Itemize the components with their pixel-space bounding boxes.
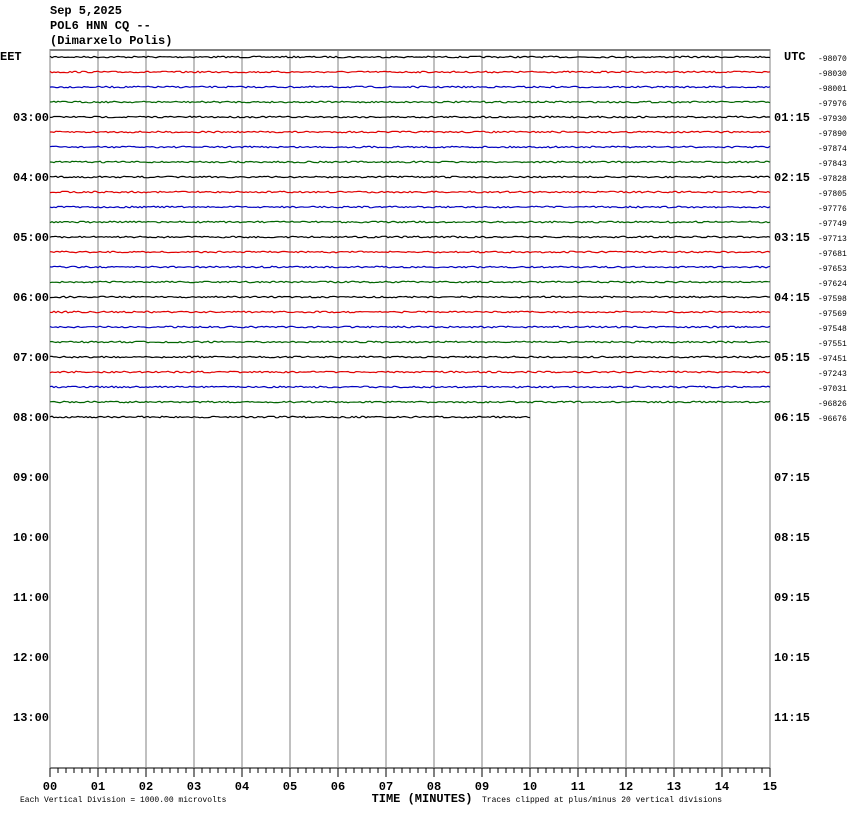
trace-offset: -98030	[818, 70, 847, 79]
left-hour: 09:00	[13, 471, 49, 485]
x-tick-label: 04	[235, 780, 249, 794]
trace	[50, 130, 771, 134]
right-hour: 02:15	[774, 171, 810, 185]
trace-offset: -97548	[818, 325, 847, 334]
trace	[49, 415, 531, 419]
x-tick-label: 09	[475, 780, 489, 794]
x-tick-label: 12	[619, 780, 633, 794]
x-tick-label: 01	[91, 780, 105, 794]
trace	[49, 325, 771, 329]
trace-offset: -97551	[818, 340, 847, 349]
trace-offset: -97776	[818, 205, 847, 214]
right-hour: 08:15	[774, 531, 810, 545]
x-tick-label: 15	[763, 780, 777, 794]
trace	[49, 145, 771, 149]
trace-offset: -97890	[818, 130, 847, 139]
trace-offset: -97828	[818, 175, 847, 184]
trace	[49, 295, 770, 299]
x-axis-label: TIME (MINUTES)	[372, 792, 473, 806]
trace-offset: -97713	[818, 235, 847, 244]
trace	[49, 100, 771, 104]
right-zone: UTC	[784, 50, 806, 64]
trace	[49, 175, 771, 179]
x-tick-label: 05	[283, 780, 297, 794]
title-line: POL6 HNN CQ --	[50, 19, 151, 33]
left-hour: 04:00	[13, 171, 49, 185]
trace	[49, 190, 771, 194]
trace-offset: -97681	[818, 250, 847, 259]
x-tick-label: 13	[667, 780, 681, 794]
x-tick-label: 02	[139, 780, 153, 794]
x-tick-label: 10	[523, 780, 537, 794]
trace-offset: -97749	[818, 220, 847, 229]
trace	[49, 400, 771, 404]
right-hour: 03:15	[774, 231, 810, 245]
trace	[49, 280, 771, 284]
clip-note: Traces clipped at plus/minus 20 vertical…	[482, 796, 722, 805]
left-hour: 12:00	[13, 651, 49, 665]
trace-offset: -97451	[818, 355, 847, 364]
trace-offset: -98001	[818, 85, 847, 94]
trace-offset: -97805	[818, 190, 847, 199]
left-hour: 10:00	[13, 531, 49, 545]
x-tick-label: 06	[331, 780, 345, 794]
x-tick-label: 00	[43, 780, 57, 794]
title-line: (Dimarxelo Polis)	[50, 34, 172, 48]
trace	[49, 250, 771, 254]
trace	[49, 340, 771, 344]
x-tick-label: 11	[571, 780, 585, 794]
trace-offset: -97598	[818, 295, 847, 304]
right-hour: 01:15	[774, 111, 810, 125]
right-hour: 04:15	[774, 291, 810, 305]
trace	[49, 385, 771, 389]
trace	[49, 235, 771, 239]
trace-offset: -97569	[818, 310, 847, 319]
trace	[49, 220, 771, 224]
left-zone: EET	[0, 50, 22, 64]
x-tick-label: 08	[427, 780, 441, 794]
trace-offset: -97653	[818, 265, 847, 274]
trace-offset: -97843	[818, 160, 847, 169]
right-hour: 06:15	[774, 411, 810, 425]
trace	[49, 205, 771, 209]
trace-offset: -98070	[818, 55, 847, 64]
right-hour: 07:15	[774, 471, 810, 485]
right-hour: 09:15	[774, 591, 810, 605]
left-hour: 13:00	[13, 711, 49, 725]
trace	[49, 370, 771, 374]
trace	[49, 55, 771, 59]
left-hour: 06:00	[13, 291, 49, 305]
title-line: Sep 5,2025	[50, 4, 122, 18]
x-tick-label: 03	[187, 780, 201, 794]
scale-note: Each Vertical Division = 1000.00 microvo…	[20, 796, 227, 805]
x-tick-label: 07	[379, 780, 393, 794]
trace-offset: -96676	[818, 415, 847, 424]
plot-frame	[49, 49, 771, 769]
left-hour: 11:00	[13, 591, 49, 605]
trace-offset: -97031	[818, 385, 847, 394]
trace-offset: -97624	[818, 280, 847, 289]
right-hour: 05:15	[774, 351, 810, 365]
trace	[49, 355, 771, 359]
left-hour: 07:00	[13, 351, 49, 365]
trace-offset: -96826	[818, 400, 847, 409]
left-hour: 08:00	[13, 411, 49, 425]
left-hour: 05:00	[13, 231, 49, 245]
trace-offset: -97243	[818, 370, 847, 379]
trace	[49, 160, 771, 164]
trace	[49, 115, 771, 119]
right-hour: 10:15	[774, 651, 810, 665]
left-hour: 03:00	[13, 111, 49, 125]
trace	[49, 265, 771, 269]
x-tick-label: 14	[715, 780, 729, 794]
trace	[49, 70, 771, 74]
trace-offset: -97976	[818, 100, 847, 109]
trace	[49, 85, 771, 89]
trace	[49, 310, 771, 314]
trace-offset: -97930	[818, 115, 847, 124]
right-hour: 11:15	[774, 711, 810, 725]
trace-offset: -97874	[818, 145, 847, 154]
